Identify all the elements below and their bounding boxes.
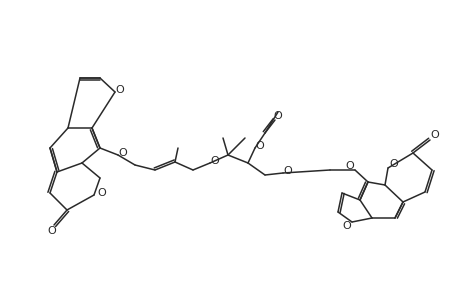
Text: O: O (115, 85, 124, 95)
Text: O: O (345, 161, 353, 171)
Text: O: O (210, 156, 219, 166)
Text: O: O (342, 221, 351, 231)
Text: O: O (273, 111, 282, 121)
Text: O: O (118, 148, 127, 158)
Text: O: O (430, 130, 438, 140)
Text: O: O (389, 159, 397, 169)
Text: O: O (97, 188, 106, 198)
Text: O: O (48, 226, 56, 236)
Text: O: O (283, 166, 292, 176)
Text: O: O (255, 141, 264, 151)
